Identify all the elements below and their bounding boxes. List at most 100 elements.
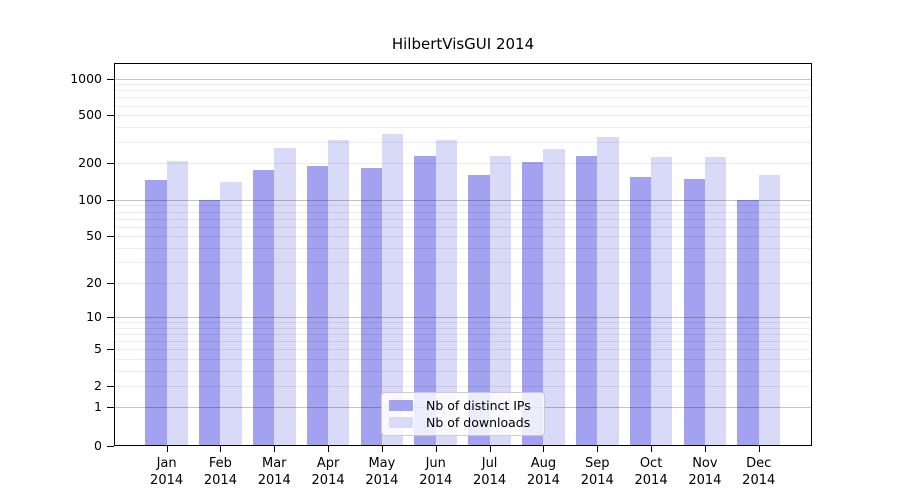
x-tick-label-nov: Nov 2014	[688, 456, 722, 488]
x-tick-label-jan: Jan 2014	[150, 456, 184, 488]
bar-distinct-ips-jun	[414, 156, 436, 446]
y-tick-label-1: 1	[94, 399, 102, 415]
gridline-10	[115, 317, 812, 319]
x-tick-sep	[597, 446, 599, 452]
gridline-900	[115, 84, 812, 86]
gridline-80	[115, 211, 812, 213]
y-tick-0	[107, 446, 114, 447]
legend: Nb of distinct IPs Nb of downloads	[381, 392, 545, 436]
x-tick-jul	[489, 446, 491, 452]
bar-downloads-may	[381, 133, 404, 446]
x-tick-nov	[704, 446, 706, 452]
y-tick-label-1000: 1000	[70, 70, 102, 86]
bar-distinct-ips-feb	[199, 199, 221, 446]
bar-distinct-ips-oct	[629, 176, 652, 446]
y-tick-5	[107, 349, 114, 351]
bar-distinct-ips-apr	[306, 166, 329, 446]
y-tick-100	[107, 199, 114, 201]
gridline-700	[115, 97, 812, 99]
bar-distinct-ips-may	[360, 167, 382, 446]
gridline-50	[115, 236, 812, 238]
legend-label-downloads: Nb of downloads	[426, 415, 531, 430]
gridline-60	[115, 226, 812, 228]
bar-downloads-jan	[166, 160, 188, 446]
y-tick-label-500: 500	[78, 107, 102, 123]
bar-distinct-ips-sep	[575, 156, 598, 446]
y-tick-label-20: 20	[86, 274, 102, 290]
x-tick-jun	[435, 446, 437, 452]
legend-swatch-distinct-ips	[389, 400, 413, 411]
bar-downloads-jul	[489, 156, 511, 446]
x-tick-label-feb: Feb 2014	[203, 456, 237, 488]
gridline-300	[115, 142, 812, 144]
y-tick-1000	[107, 78, 114, 80]
gridline-200	[115, 163, 812, 165]
x-tick-label-jul: Jul 2014	[473, 456, 507, 488]
x-tick-feb	[220, 446, 222, 452]
gridline-600	[115, 105, 812, 107]
y-tick-10	[107, 317, 114, 319]
bar-downloads-feb	[220, 182, 242, 446]
x-tick-label-aug: Aug 2014	[526, 456, 560, 488]
y-tick-2	[107, 385, 114, 387]
x-tick-apr	[328, 446, 330, 452]
y-tick-500	[107, 115, 114, 117]
bar-downloads-oct	[651, 157, 673, 446]
y-tick-label-2: 2	[94, 377, 102, 393]
gridline-30	[115, 262, 812, 264]
bar-distinct-ips-aug	[522, 162, 544, 446]
x-tick-label-jun: Jun 2014	[419, 456, 453, 488]
gridline-20	[115, 282, 812, 284]
bar-distinct-ips-dec	[737, 199, 759, 446]
bar-downloads-nov	[704, 157, 727, 446]
chart-title: HilbertVisGUI 2014	[391, 35, 535, 53]
legend-item-downloads: Nb of downloads	[389, 415, 536, 430]
x-tick-label-mar: Mar 2014	[257, 456, 291, 488]
legend-swatch-downloads	[389, 417, 413, 428]
gridline-3	[115, 370, 812, 372]
bar-downloads-mar	[274, 148, 296, 446]
x-tick-may	[381, 446, 383, 452]
gridline-8	[115, 327, 812, 329]
gridline-5	[115, 349, 812, 351]
gridline-70	[115, 218, 812, 220]
y-tick-label-10: 10	[86, 309, 102, 325]
x-tick-oct	[651, 446, 653, 452]
x-tick-label-oct: Oct 2014	[634, 456, 668, 488]
gridline-400	[115, 126, 812, 128]
bar-distinct-ips-jul	[468, 175, 490, 446]
legend-item-distinct-ips: Nb of distinct IPs	[389, 398, 536, 413]
x-tick-jan	[166, 446, 168, 452]
y-tick-label-200: 200	[78, 155, 102, 171]
gridline-40	[115, 247, 812, 249]
gridline-1000	[115, 78, 812, 80]
x-tick-label-apr: Apr 2014	[311, 456, 345, 488]
x-tick-aug	[543, 446, 545, 452]
x-tick-label-dec: Dec 2014	[742, 456, 776, 488]
x-tick-mar	[274, 446, 276, 452]
bar-downloads-jun	[435, 139, 458, 446]
y-tick-1	[107, 407, 114, 409]
gridline-4	[115, 358, 812, 360]
y-tick-200	[107, 163, 114, 165]
bar-distinct-ips-jan	[145, 180, 167, 446]
y-tick-50	[107, 236, 114, 238]
bar-downloads-sep	[597, 137, 619, 446]
gridline-7	[115, 334, 812, 335]
bar-downloads-dec	[758, 175, 781, 446]
gridline-800	[115, 90, 812, 92]
gridline-9	[115, 322, 812, 324]
gridline-90	[115, 205, 812, 207]
x-tick-label-sep: Sep 2014	[580, 456, 614, 488]
y-tick-label-5: 5	[94, 341, 102, 357]
gridline-100	[115, 199, 812, 201]
y-tick-label-50: 50	[86, 228, 102, 244]
x-tick-label-may: May 2014	[365, 456, 399, 488]
bar-distinct-ips-nov	[683, 178, 705, 446]
gridline-500	[115, 115, 812, 117]
y-tick-label-100: 100	[78, 191, 102, 207]
x-tick-dec	[758, 446, 760, 452]
y-tick-label-0: 0	[94, 438, 102, 453]
gridline-2	[115, 385, 812, 387]
